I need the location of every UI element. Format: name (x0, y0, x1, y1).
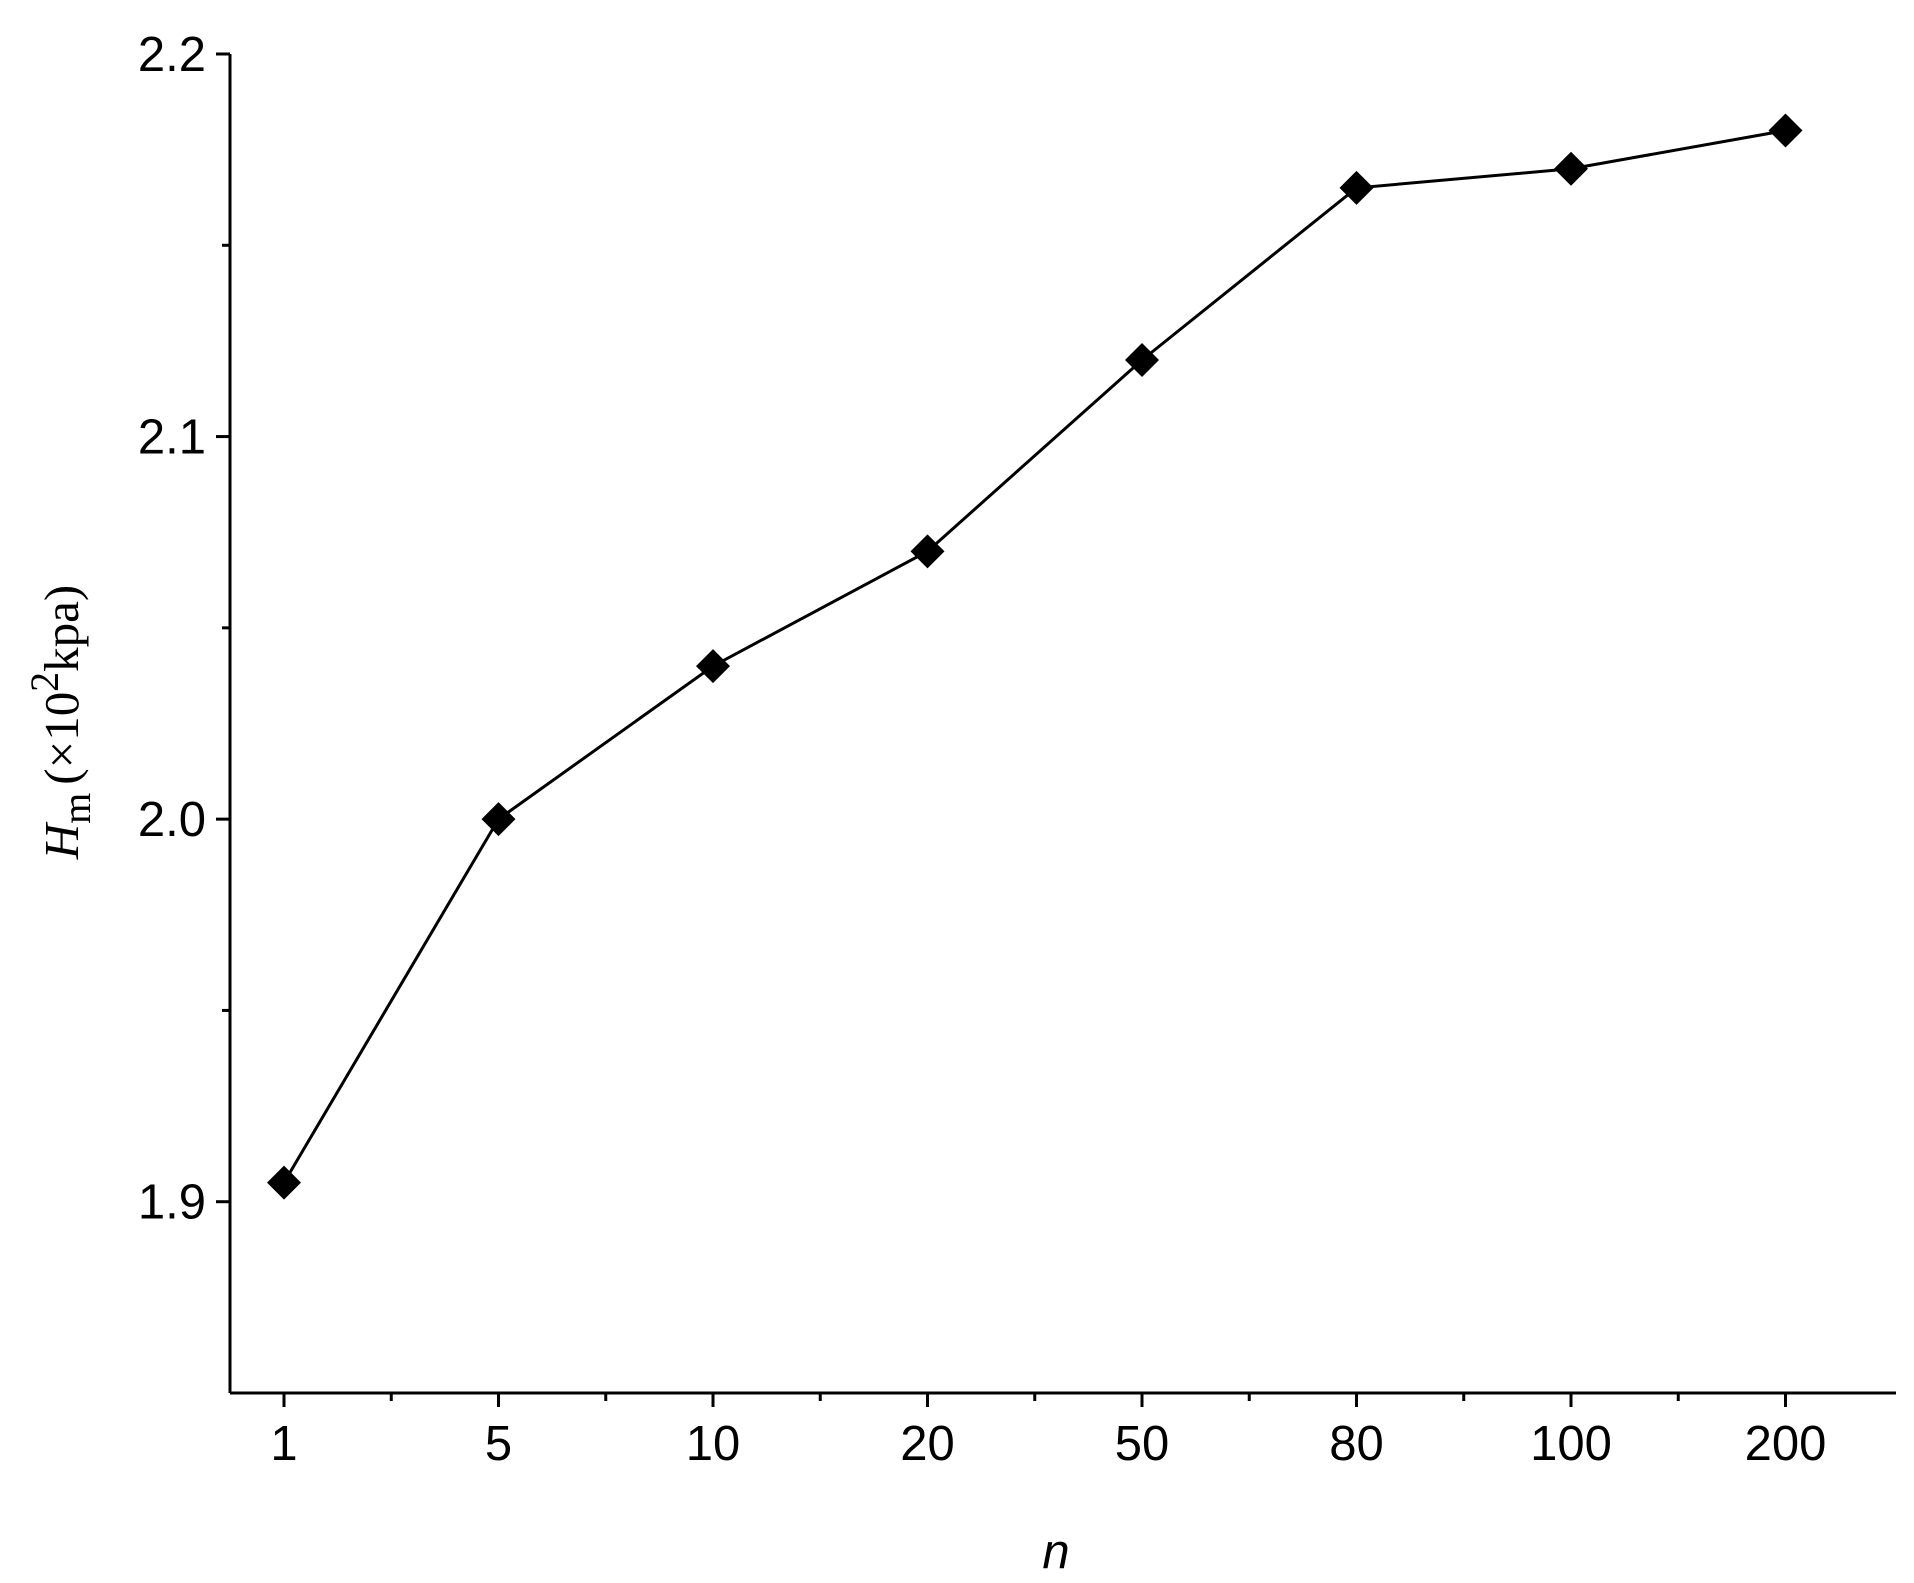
y-tick-label: 1.9 (138, 1176, 206, 1230)
y-label-unit-tail: kpa) (34, 585, 89, 672)
y-tick-label: 2.1 (138, 411, 206, 465)
marker (910, 534, 945, 569)
y-tick-label: 2.2 (138, 28, 206, 82)
x-tick-label: 50 (1115, 1417, 1170, 1471)
line (282, 129, 1786, 1184)
x-tick-label: 5 (485, 1417, 512, 1471)
marker (1554, 151, 1588, 186)
y-axis-label: Hm (×102kpa) (22, 585, 99, 861)
y-label-subscript: m (54, 793, 99, 824)
x-tick-label: 100 (1530, 1417, 1612, 1471)
marker (1768, 113, 1803, 148)
x-tick-label: 10 (686, 1417, 741, 1471)
x-tick-label: 20 (900, 1417, 955, 1471)
y-label-unit: (×10 (34, 692, 89, 785)
y-tick-label: 2.0 (138, 793, 206, 847)
x-tick-label: 200 (1745, 1417, 1827, 1471)
y-label-symbol: H (34, 821, 89, 860)
marker (696, 649, 730, 684)
x-tick-label: 80 (1329, 1417, 1384, 1471)
y-label-superscript: 2 (22, 672, 67, 692)
x-axis-label: n (1042, 1525, 1069, 1579)
x-tick-label: 1 (270, 1417, 297, 1471)
marker (481, 802, 516, 837)
marker (1339, 170, 1374, 205)
marker (1125, 343, 1159, 378)
marker (267, 1165, 301, 1200)
